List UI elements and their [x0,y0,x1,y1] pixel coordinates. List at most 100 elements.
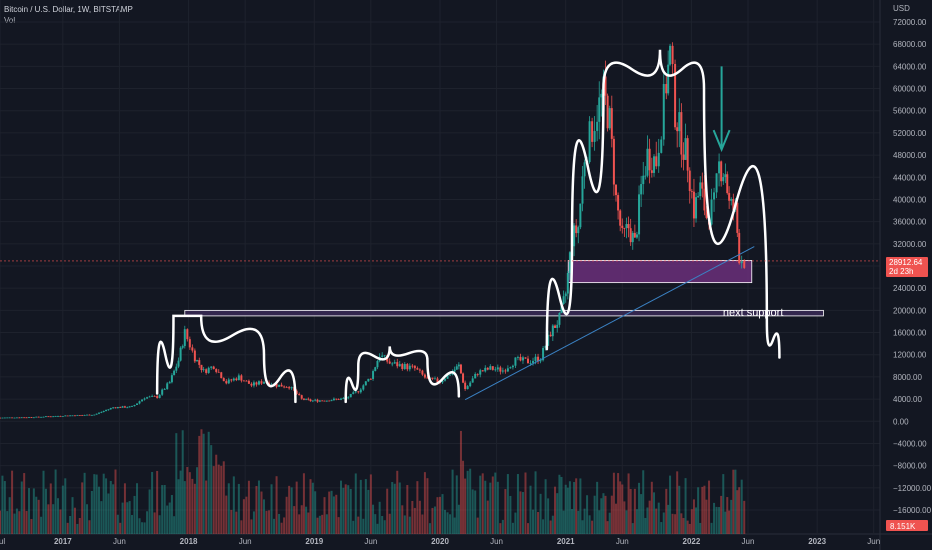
volume-bar [347,485,350,534]
time-tick: 2018 [180,537,198,546]
candle-body [123,406,126,408]
volume-bar [6,511,9,534]
volume-bar [225,495,228,534]
candle-body [121,406,124,408]
volume-bar [30,519,33,534]
arrow-head [712,129,731,153]
volume-bar [386,488,389,534]
candle-body [577,227,580,234]
candle-body [479,370,482,375]
candle-body [581,176,584,204]
candle-body [52,416,55,418]
volume-bar [680,513,683,534]
candle-body [76,415,79,416]
candle-body [186,329,189,340]
candle-body [136,403,139,405]
candle-body [357,391,360,393]
volume-bar [423,472,426,534]
volume-bar [686,520,689,534]
candle-body [196,360,199,362]
volume-bar [81,482,84,534]
volume-bar [514,512,517,534]
candle-body [416,368,419,370]
volume-bar [408,516,411,534]
candle-body [18,417,21,419]
volume-bar [655,508,658,534]
candle-body [398,364,401,367]
volume-bar [521,492,524,534]
volume-bar [571,509,573,534]
candle-body [621,225,624,228]
candle-body [486,367,489,370]
volume-bar [381,515,384,534]
candle-body [23,417,26,419]
candle-body [30,417,33,419]
candle-body [381,355,384,357]
candle-body [722,177,725,182]
volume-bar [734,469,737,534]
time-tick: 2023 [808,537,826,546]
volume-bar [357,516,360,534]
candle-body [529,363,532,364]
candle-body [0,417,1,419]
candle-body [551,325,554,337]
volume-bar [650,481,653,534]
candle-body [166,383,169,390]
candle-body [453,369,456,372]
volume-bar [344,484,347,534]
volume-bar [466,470,469,534]
volume-bar [449,514,452,534]
volume-bar [631,523,634,534]
candle-body [736,202,739,233]
volume-bar [126,502,129,534]
candle-body [564,293,567,297]
volume-bar [551,515,554,534]
candle-body [40,416,43,418]
volume-bar [588,515,591,534]
candle-body [119,407,122,408]
symbol-title: Bitcoin / U.S. Dollar, 1W, BITSTAMP [4,5,133,14]
candle-body [112,407,115,409]
volume-bar [354,473,357,534]
candle-body [539,360,542,362]
candle-body [47,416,50,418]
price-tick: 72000.00 [893,18,927,27]
candle-body [588,121,591,163]
candle-body [64,415,67,417]
candle-body [669,45,672,65]
volume-bar [15,508,18,534]
time-axis[interactable]: Jul 2017 Jun 2018 Jun 2019 Jun 2020 Jun 2021 Jun 20… [0,537,880,546]
candle-body [83,414,86,416]
candle-body [537,356,540,362]
candle-body [743,260,746,268]
candle-body [283,386,286,388]
candle-body [376,361,379,368]
candle-body [212,366,215,370]
volume-bar [431,507,434,534]
candle-body [35,416,38,418]
volume-bar [660,522,663,534]
candle-body [369,378,372,380]
volume-bar [64,478,67,534]
volume-bar [625,510,628,534]
volume-bar [573,482,576,534]
volume-bar [690,509,693,534]
volume-bar [237,483,240,534]
candle-body [200,364,203,371]
candle-body [11,417,14,419]
candle-body [730,198,733,201]
candle-body [408,365,411,370]
volume-bar [275,476,278,534]
candle-body [318,400,321,402]
candle-body [740,260,743,264]
candle-body [431,377,434,379]
time-tick: Jun [867,537,880,546]
candle-body [335,398,338,400]
volume-bars [0,429,746,534]
candle-body [337,399,340,400]
candle-body [644,175,647,177]
candle-body [562,296,565,304]
volume-bar [496,481,499,534]
